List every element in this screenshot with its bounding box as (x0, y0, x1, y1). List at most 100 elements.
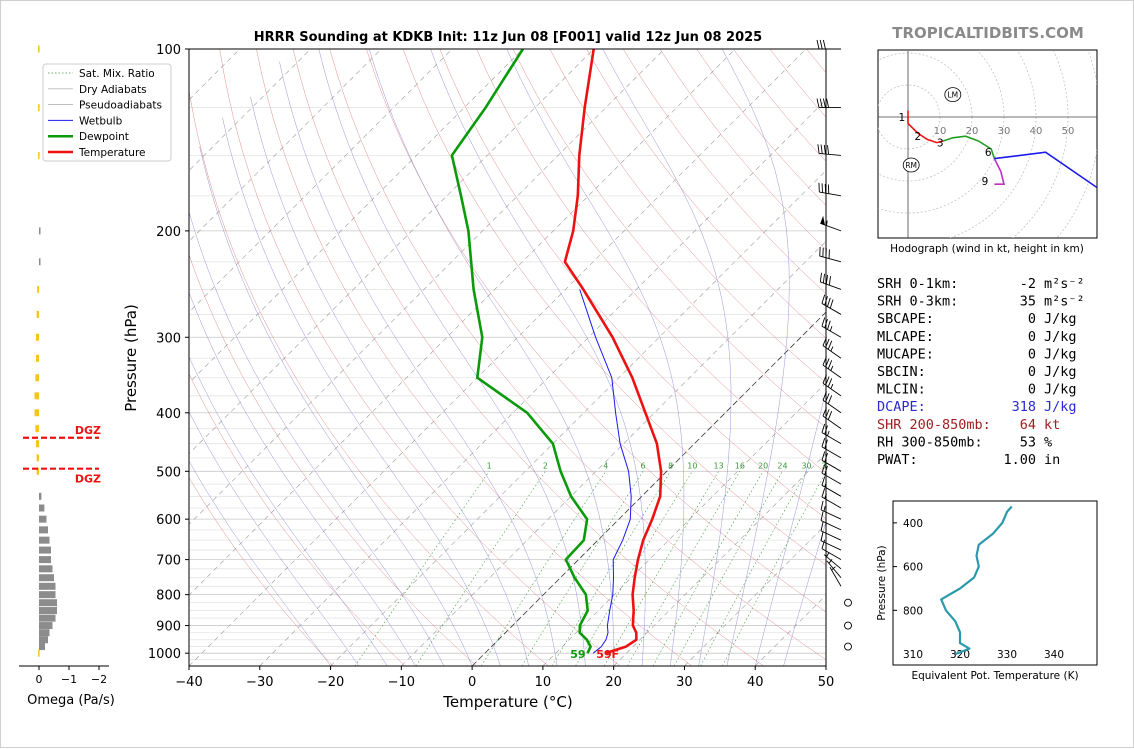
stat-label: DCAPE: (877, 399, 926, 415)
theta-e-frame (893, 501, 1097, 665)
omega-bar (39, 537, 50, 544)
x-tick-label: 40 (747, 675, 764, 690)
y-tick-label: 800 (156, 589, 181, 604)
omega-bar (38, 104, 40, 111)
mixing-ratio-label: 4 (603, 461, 608, 470)
barb-shaft (820, 282, 841, 290)
legend-label: Dewpoint (79, 131, 129, 143)
omega-bar (39, 574, 54, 581)
wind-barb (845, 599, 852, 606)
omega-bar (38, 152, 40, 159)
omega-tick-label: −1 (61, 673, 77, 686)
y-tick-label: 300 (156, 331, 181, 346)
y-tick-label: 1000 (148, 647, 181, 662)
mixing-ratio-label: 30 (801, 461, 811, 470)
barb-shaft (822, 473, 841, 484)
omega-axis-label: Omega (Pa/s) (27, 693, 115, 708)
moist-adiabat (319, 49, 586, 666)
mixing-ratio-label: 2 (543, 461, 548, 470)
stat-label: MLCAPE: (877, 329, 934, 345)
surface-temperature-label: 59F (596, 648, 619, 661)
barb-full (828, 341, 832, 350)
mixing-ratio-label: 8 (668, 461, 673, 470)
skewt-plot-frame (189, 49, 826, 666)
omega-bar (35, 409, 40, 416)
wind-barb (820, 273, 841, 290)
stat-label: MLCIN: (877, 382, 926, 398)
omega-bar (37, 286, 39, 293)
theta-e-x-tick-label: 340 (1044, 649, 1064, 661)
stat-label: SRH 0-3km: (877, 294, 958, 310)
barb-half (824, 506, 825, 511)
x-tick-label: 20 (605, 675, 622, 690)
barb-half (826, 221, 827, 226)
wind-barb (822, 477, 841, 497)
barb-half (827, 431, 829, 436)
theta-e-x-label: Equivalent Pot. Temperature (K) (911, 670, 1078, 682)
barb-half (831, 366, 833, 371)
moist-adiabat (102, 237, 330, 666)
omega-bar (39, 643, 45, 650)
stat-value: 1.00 (1003, 452, 1036, 468)
wind-barb (845, 643, 852, 650)
barb-full (823, 274, 824, 283)
barb-full (827, 145, 828, 154)
hodograph-height-label: 1 (898, 112, 905, 124)
mixing-ratio-label: 10 (687, 461, 697, 470)
stat-value: 0 (1028, 382, 1036, 398)
barb-shaft (822, 485, 841, 496)
barb-full (828, 378, 832, 387)
wind-barb (822, 317, 841, 337)
omega-bar (35, 392, 40, 399)
wind-barb (820, 247, 841, 262)
wind-barb (817, 99, 841, 108)
omega-bar (37, 454, 39, 461)
barb-full (823, 99, 825, 108)
calm-circle (845, 622, 852, 629)
barb-shaft (819, 192, 841, 196)
omega-bar (39, 583, 56, 590)
stat-value: -2 (1020, 276, 1036, 292)
wind-barb (821, 501, 841, 519)
chart-title: HRRR Sounding at KDKB Init: 11z Jun 08 [… (254, 30, 762, 45)
barb-shaft (821, 510, 841, 519)
mixing-ratio-label: 13 (714, 461, 724, 470)
stat-unit: in (1044, 452, 1060, 468)
theta-e-x-tick-label: 330 (997, 649, 1017, 661)
hodograph-height-label: 9 (982, 176, 989, 188)
site-watermark: TROPICALTIDBITS.COM (892, 24, 1084, 42)
dgz-label: DGZ (75, 424, 101, 437)
stat-label: SBCIN: (877, 364, 926, 380)
barb-shaft (830, 567, 841, 586)
storm-motion-label: LM (947, 91, 958, 100)
moist-adiabat (369, 49, 614, 666)
x-tick-label: 30 (676, 675, 693, 690)
barb-full (820, 40, 822, 49)
x-tick-label: −30 (246, 675, 273, 690)
dewpoint-profile (452, 49, 591, 653)
omega-bar (39, 629, 50, 636)
legend-label: Pseudoadiabats (79, 100, 162, 112)
barb-full (827, 99, 829, 108)
barb-full (821, 501, 823, 510)
omega-bar (39, 516, 47, 523)
hodograph-title: Hodograph (wind in kt, height in km) (890, 243, 1084, 255)
omega-bar (39, 636, 48, 643)
stat-label: RH 300-850mb: (877, 434, 983, 450)
omega-bar (35, 374, 39, 381)
mixing-ratio-label: 6 (641, 461, 646, 470)
y-tick-label: 600 (156, 513, 181, 528)
stat-value: 0 (1028, 346, 1036, 362)
x-tick-label: −40 (175, 675, 202, 690)
omega-tick-label: −2 (91, 673, 107, 686)
y-axis-label: Pressure (hPa) (122, 304, 140, 412)
dry-adiabat (220, 49, 621, 666)
wind-barb (830, 567, 841, 587)
storm-motion-label: RM (905, 161, 917, 170)
stat-unit: J/kg (1044, 329, 1077, 345)
barb-shaft (822, 549, 841, 560)
omega-bar (39, 607, 57, 614)
